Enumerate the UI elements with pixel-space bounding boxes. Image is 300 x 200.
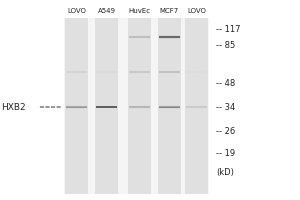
Bar <box>159 39 180 40</box>
Text: LOVO: LOVO <box>187 8 206 14</box>
Text: LOVO: LOVO <box>67 8 86 14</box>
Bar <box>185 18 208 194</box>
Text: -- 117: -- 117 <box>216 24 241 33</box>
Bar <box>66 108 87 109</box>
Bar <box>159 108 180 109</box>
Bar <box>159 106 180 107</box>
Bar <box>129 70 150 71</box>
Bar <box>159 105 180 106</box>
Bar <box>65 18 88 194</box>
Bar <box>159 34 180 35</box>
Bar <box>159 38 180 39</box>
Bar <box>64 18 209 194</box>
Bar <box>66 109 87 110</box>
Bar <box>159 37 180 38</box>
Bar <box>128 18 151 194</box>
Bar <box>96 106 117 107</box>
Bar <box>158 18 181 194</box>
Bar <box>159 72 180 73</box>
Bar <box>66 106 87 107</box>
Bar <box>96 107 117 108</box>
Bar <box>129 106 150 107</box>
Text: -- 85: -- 85 <box>216 40 235 49</box>
Text: -- 34: -- 34 <box>216 102 235 112</box>
Bar <box>159 109 180 110</box>
Bar <box>159 73 180 74</box>
Bar <box>129 107 150 108</box>
Bar <box>159 70 180 71</box>
Text: -- 48: -- 48 <box>216 78 235 88</box>
Bar <box>66 108 87 109</box>
Bar <box>159 108 180 109</box>
Text: A549: A549 <box>98 8 116 14</box>
Bar <box>95 18 118 194</box>
Bar <box>129 105 150 106</box>
Text: HXB2: HXB2 <box>1 102 26 112</box>
Text: -- 19: -- 19 <box>216 148 235 158</box>
Bar <box>159 35 180 36</box>
Bar <box>159 107 180 108</box>
Bar <box>159 71 180 72</box>
Bar <box>96 104 117 105</box>
Bar <box>129 73 150 74</box>
Bar <box>159 36 180 37</box>
Bar <box>96 109 117 110</box>
Bar <box>129 72 150 73</box>
Text: (kD): (kD) <box>216 168 234 178</box>
Bar <box>66 107 87 108</box>
Text: MCF7: MCF7 <box>160 8 179 14</box>
Bar <box>129 108 150 109</box>
Text: HuvEc: HuvEc <box>128 8 151 14</box>
Text: -- 26: -- 26 <box>216 127 235 136</box>
Bar <box>66 105 87 106</box>
Bar <box>96 108 117 109</box>
